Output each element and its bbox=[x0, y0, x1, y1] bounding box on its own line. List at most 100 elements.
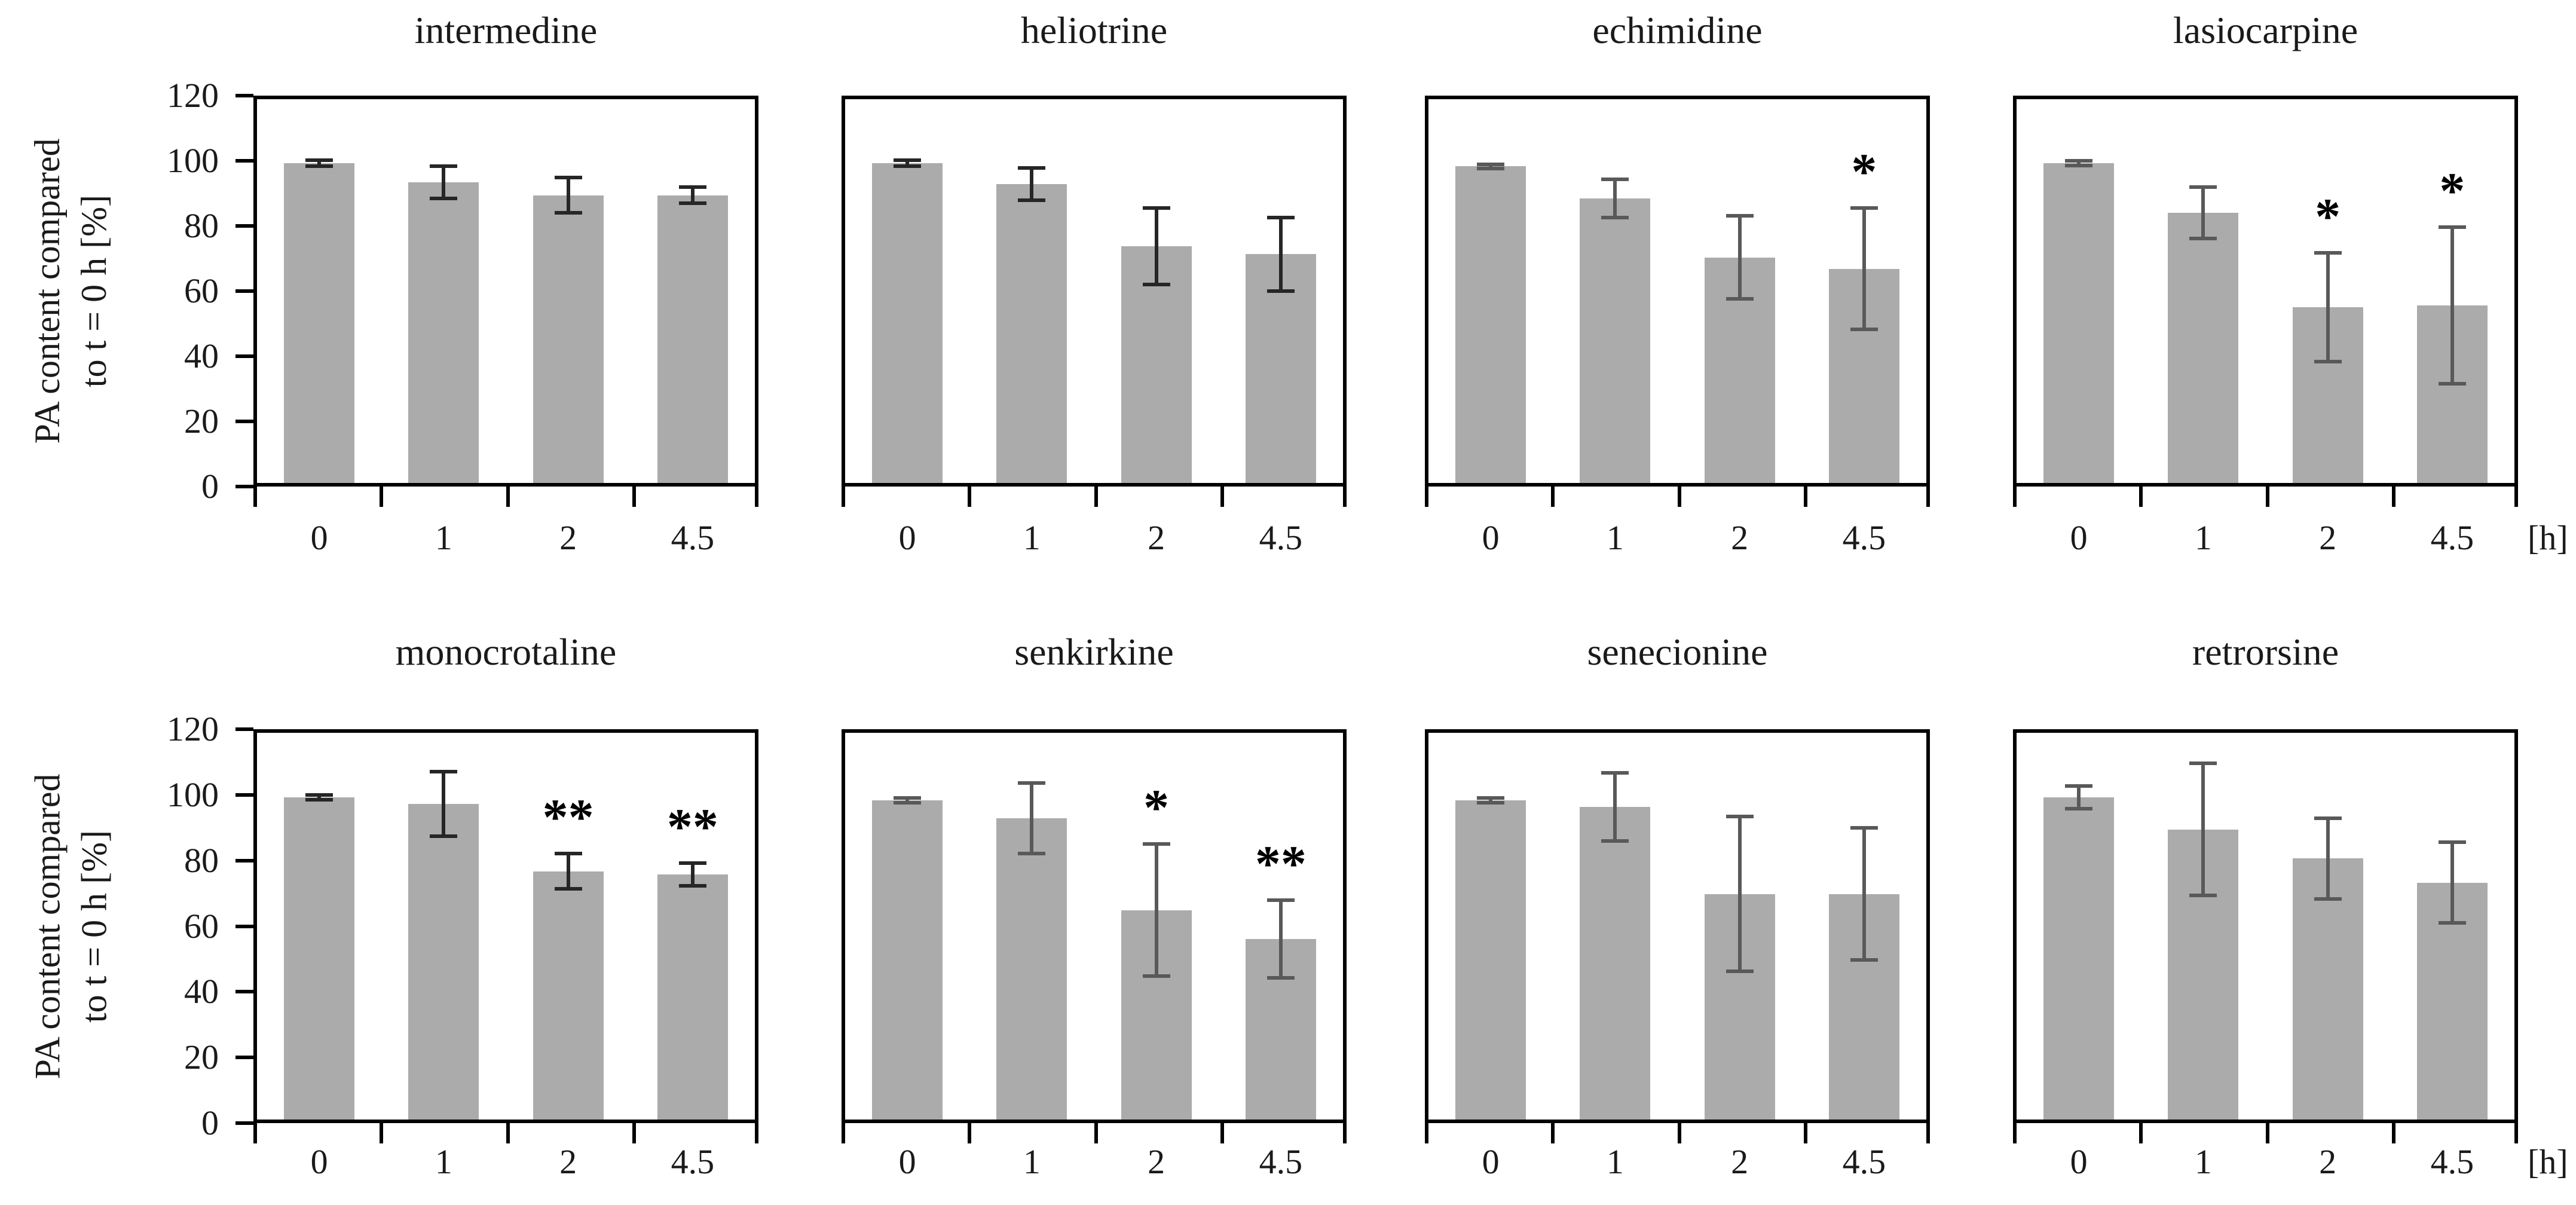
y-axis-tick-label: 80 bbox=[184, 840, 219, 880]
error-bar-cap bbox=[678, 185, 706, 189]
x-axis-tick bbox=[253, 1123, 257, 1143]
chart-title: echimidine bbox=[1592, 9, 1763, 51]
error-bar-line bbox=[1862, 828, 1866, 961]
error-bar-cap bbox=[430, 196, 458, 200]
error-bar-line bbox=[905, 160, 910, 167]
x-axis-tick-label: 0 bbox=[2070, 1142, 2088, 1181]
x-axis-tick-label: 4.5 bbox=[2430, 518, 2474, 557]
chart-title: lasiocarpine bbox=[2173, 9, 2358, 51]
x-axis-tick bbox=[842, 1123, 845, 1143]
error-bar-cap bbox=[554, 210, 582, 215]
bar-0h bbox=[872, 163, 943, 483]
x-axis-tick-label: 0 bbox=[310, 518, 328, 557]
significance-marker: ** bbox=[666, 798, 718, 856]
error-bar-line bbox=[1278, 900, 1283, 978]
error-bar-cap bbox=[2314, 816, 2342, 820]
error-bar-line bbox=[2077, 161, 2081, 166]
chart-panel-monocrotaline: ** ** bbox=[253, 729, 758, 1123]
x-axis-tick bbox=[2013, 1123, 2017, 1143]
chart-panel-senkirkine: * ** bbox=[842, 729, 1347, 1123]
y-axis-tick-label: 60 bbox=[184, 906, 219, 946]
error-bar-line bbox=[1737, 216, 1742, 299]
error-bar-cap bbox=[1477, 162, 1505, 166]
bar-1h bbox=[408, 182, 479, 483]
error-bar-line bbox=[566, 854, 570, 889]
x-axis-tick-label: 1 bbox=[1023, 1142, 1041, 1181]
y-axis-tick bbox=[235, 990, 253, 994]
error-bar-cap bbox=[2065, 163, 2093, 167]
significance-marker: ** bbox=[542, 788, 594, 846]
bar-0h bbox=[284, 797, 355, 1120]
chart-title: heliotrine bbox=[1020, 9, 1168, 51]
error-bar-cap bbox=[430, 769, 458, 773]
error-bar-line bbox=[1030, 782, 1034, 854]
chart-panel-retrorsine bbox=[2013, 729, 2518, 1123]
x-axis-tick bbox=[1094, 487, 1098, 507]
significance-marker: * bbox=[1143, 779, 1170, 836]
y-axis-tick bbox=[235, 924, 253, 928]
error-bar-cap bbox=[1018, 852, 1046, 856]
error-bar-cap bbox=[554, 852, 582, 856]
y-axis-tick-label: 100 bbox=[167, 141, 219, 180]
error-bar-cap bbox=[1018, 198, 1046, 202]
chart-panel-lasiocarpine: * * bbox=[2013, 96, 2518, 487]
x-axis-tick bbox=[1425, 1123, 1428, 1143]
x-axis-tick bbox=[842, 487, 845, 507]
chart-panel-senecionine bbox=[1425, 729, 1930, 1123]
bar-0h bbox=[2043, 163, 2115, 483]
error-bar-cap bbox=[1850, 206, 1878, 210]
x-axis-tick bbox=[1425, 487, 1428, 507]
x-axis-unit-label: [h] bbox=[2528, 1142, 2568, 1181]
error-bar-cap bbox=[1477, 796, 1505, 800]
x-axis-tick-label: 1 bbox=[2194, 518, 2212, 557]
bar-0h bbox=[872, 800, 943, 1120]
error-bar-cap bbox=[2438, 382, 2466, 386]
y-axis-tick-label: 60 bbox=[184, 271, 219, 310]
y-axis-tick bbox=[235, 420, 253, 423]
error-bar-cap bbox=[2438, 225, 2466, 229]
x-axis-tick-label: 1 bbox=[435, 518, 452, 557]
error-bar-cap bbox=[894, 164, 922, 169]
x-axis-tick-label: 4.5 bbox=[671, 1142, 715, 1181]
error-bar-cap bbox=[1266, 975, 1295, 980]
error-bar-line bbox=[2450, 227, 2454, 384]
error-bar-line bbox=[2077, 785, 2081, 809]
y-axis-tick bbox=[235, 1056, 253, 1060]
error-bar-cap bbox=[2065, 159, 2093, 163]
error-bar-cap bbox=[1726, 214, 1754, 218]
error-bar-cap bbox=[1601, 839, 1629, 843]
error-bar-cap bbox=[554, 176, 582, 180]
error-bar-line bbox=[1489, 798, 1493, 803]
bar-1h bbox=[1580, 807, 1651, 1120]
x-axis-tick-label: 2 bbox=[1148, 1142, 1165, 1181]
error-bar-cap bbox=[1142, 283, 1170, 287]
error-bar-line bbox=[317, 160, 322, 167]
x-axis-tick bbox=[1220, 487, 1224, 507]
x-axis-tick-label: 4.5 bbox=[671, 518, 715, 557]
error-bar-cap bbox=[1018, 166, 1046, 170]
chart-panel-heliotrine bbox=[842, 96, 1347, 487]
error-bar-line bbox=[2201, 763, 2205, 896]
y-axis-tick bbox=[235, 289, 253, 293]
error-bar-cap bbox=[2189, 761, 2217, 766]
y-axis-tick-label: 100 bbox=[167, 775, 219, 814]
significance-marker: * bbox=[2439, 162, 2465, 219]
error-bar-cap bbox=[2314, 359, 2342, 363]
bar-0h bbox=[1455, 800, 1526, 1120]
y-axis-label-line1: PA content compared bbox=[27, 773, 67, 1079]
x-axis-tick-label: 2 bbox=[2319, 1142, 2337, 1181]
y-axis-tick bbox=[235, 858, 253, 863]
x-axis-tick-label: 2 bbox=[559, 518, 577, 557]
error-bar-line bbox=[442, 771, 446, 836]
x-axis-tick bbox=[1803, 487, 1807, 507]
error-bar-cap bbox=[1142, 842, 1170, 846]
x-axis-tick bbox=[2391, 487, 2396, 507]
error-bar-cap bbox=[2438, 921, 2466, 925]
error-bar-line bbox=[2450, 842, 2454, 923]
error-bar-cap bbox=[1266, 898, 1295, 903]
x-axis-tick bbox=[2514, 1123, 2518, 1143]
y-axis-tick bbox=[235, 485, 253, 488]
error-bar-cap bbox=[1142, 974, 1170, 978]
x-axis-tick bbox=[2139, 487, 2143, 507]
error-bar-line bbox=[1862, 207, 1866, 330]
